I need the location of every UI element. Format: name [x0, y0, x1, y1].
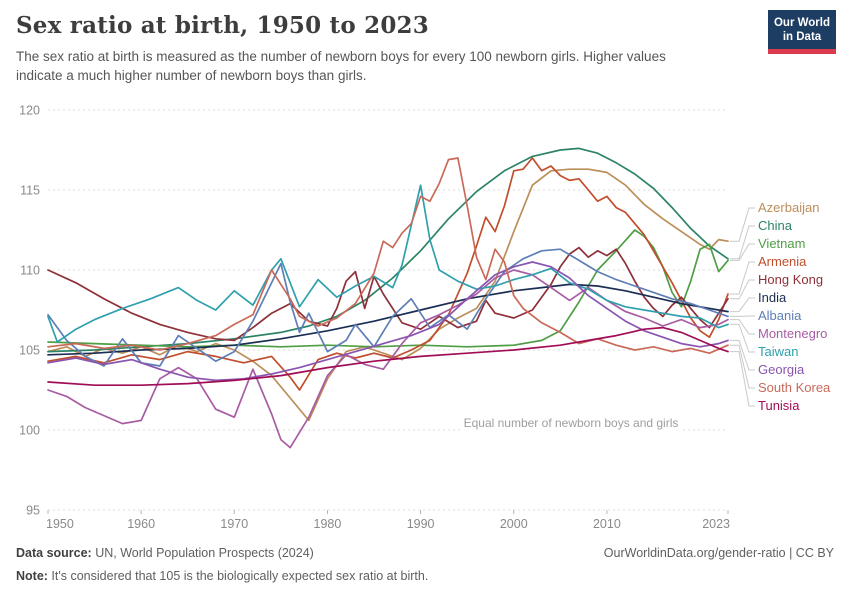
owid-logo[interactable]: Our World in Data — [768, 10, 836, 54]
legend-label-armenia[interactable]: Armenia — [758, 254, 807, 269]
note-label: Note: — [16, 569, 48, 583]
legend-label-vietnam[interactable]: Vietnam — [758, 236, 806, 251]
line-armenia[interactable] — [47, 157, 729, 391]
chart-header: Sex ratio at birth, 1950 to 2023 The sex… — [16, 12, 756, 85]
legend-connector-montenegro — [730, 319, 755, 335]
x-tick-2023: 2023 — [702, 517, 730, 531]
y-tick-120: 120 — [19, 104, 40, 118]
annotation-mask — [462, 420, 680, 434]
legend-label-georgia[interactable]: Georgia — [758, 362, 805, 377]
owid-logo-line1: Our World — [773, 17, 830, 29]
data-source-text: Data source: UN, World Population Prospe… — [16, 546, 314, 560]
subtitle-line-2: indicate a much higher number of newborn… — [16, 68, 367, 83]
legend-connector-tunisia — [730, 351, 755, 407]
page-title: Sex ratio at birth, 1950 to 2023 — [16, 12, 429, 39]
x-tick-1960: 1960 — [127, 517, 155, 531]
note-value: It's considered that 105 is the biologic… — [47, 569, 429, 583]
legend-label-taiwan[interactable]: Taiwan — [758, 344, 799, 359]
legend-label-china[interactable]: China — [758, 218, 792, 233]
legend-connector-taiwan — [730, 323, 755, 353]
data-source-value: UN, World Population Prospects (2024) — [91, 546, 314, 560]
x-tick-2010: 2010 — [593, 517, 621, 531]
owid-logo-line2: in Data — [782, 30, 822, 43]
chart-subtitle: The sex ratio at birth is measured as th… — [16, 47, 756, 85]
y-tick-110: 110 — [20, 264, 40, 278]
annotation-equal-ratio: Equal number of newborn boys and girls — [464, 416, 679, 430]
legend-label-montenegro[interactable]: Montenegro — [758, 326, 828, 341]
data-source-label: Data source: — [16, 546, 92, 560]
line-montenegro[interactable] — [47, 269, 729, 449]
y-tick-105: 105 — [19, 344, 40, 358]
x-tick-1980: 1980 — [314, 517, 342, 531]
line-azerbaijan[interactable] — [47, 168, 729, 422]
owid-link[interactable]: OurWorldinData.org/gender-ratio | CC BY — [603, 546, 834, 560]
line-tunisia[interactable] — [47, 326, 729, 387]
y-tick-115: 115 — [20, 184, 40, 198]
legend-label-hong-kong[interactable]: Hong Kong — [758, 272, 824, 287]
subtitle-line-1: The sex ratio at birth is measured as th… — [16, 49, 666, 64]
line-vietnam[interactable] — [47, 229, 729, 348]
legend-connector-india — [730, 297, 755, 313]
legend-label-azerbaijan[interactable]: Azerbaijan — [758, 200, 820, 215]
note-text: Note: It's considered that 105 is the bi… — [16, 569, 428, 583]
legend-connector-azerbaijan — [730, 207, 755, 242]
x-tick-1950: 1950 — [46, 517, 74, 531]
legend-label-tunisia[interactable]: Tunisia — [758, 398, 800, 413]
line-albania[interactable] — [47, 248, 729, 367]
y-tick-100: 100 — [19, 424, 40, 438]
line-georgia[interactable] — [47, 261, 729, 382]
legend-label-south-korea[interactable]: South Korea — [758, 380, 831, 395]
line-taiwan[interactable] — [47, 184, 729, 343]
x-tick-1970: 1970 — [220, 517, 248, 531]
x-tick-2000: 2000 — [500, 517, 528, 531]
x-tick-1990: 1990 — [407, 517, 435, 531]
legend-connector-china — [730, 225, 755, 260]
legend-connector-vietnam — [730, 243, 755, 261]
y-tick-95: 95 — [26, 504, 40, 518]
line-china[interactable] — [47, 147, 729, 353]
legend-label-india[interactable]: India — [758, 290, 787, 305]
legend-connector-south-korea — [730, 344, 755, 389]
legend-label-albania[interactable]: Albania — [758, 308, 802, 323]
chart-footer: Data source: UN, World Population Prospe… — [16, 546, 834, 583]
legend-connector-georgia — [730, 339, 755, 371]
line-hong-kong[interactable] — [47, 246, 729, 342]
legend-connector-hong-kong — [730, 279, 755, 300]
legend-connector-armenia — [730, 261, 755, 295]
